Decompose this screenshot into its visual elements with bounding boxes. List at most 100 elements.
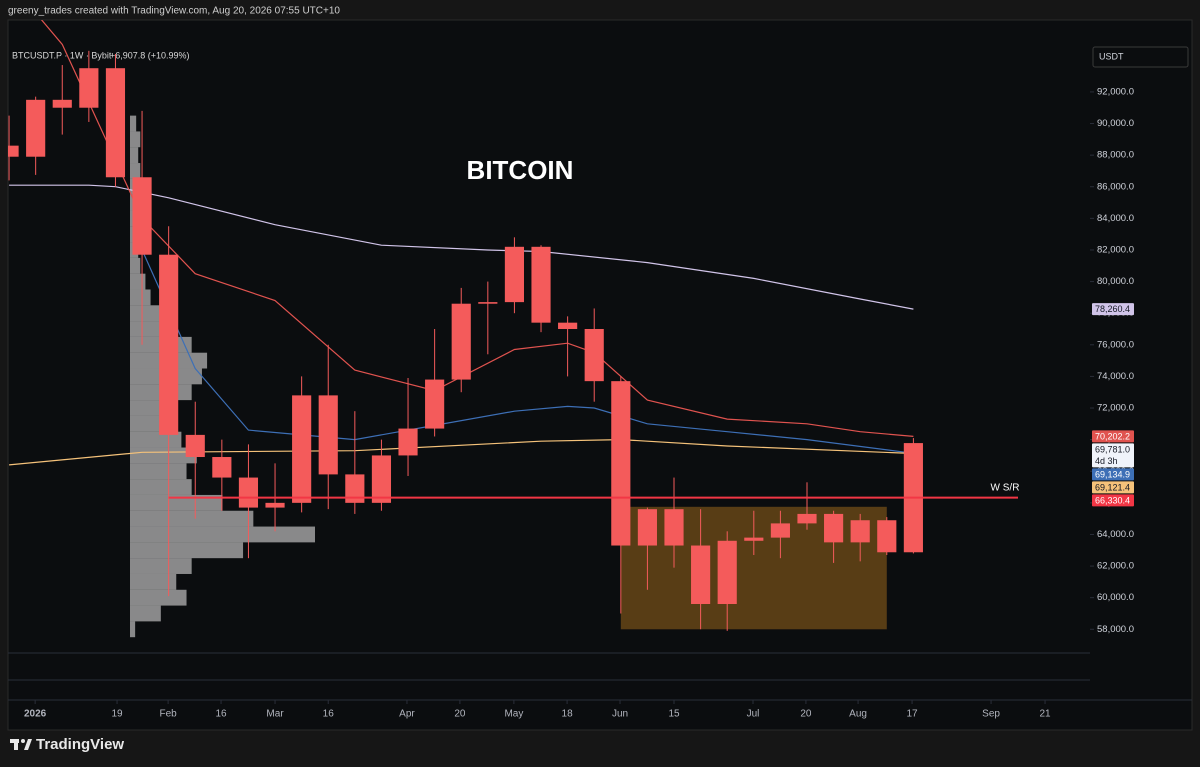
- logo-shape: [14, 739, 18, 750]
- volume-profile-bar: [130, 589, 187, 606]
- price-flag: [1092, 494, 1134, 507]
- y-tick-label: 84,000.0: [1097, 213, 1134, 224]
- volume-profile-bar: [130, 605, 161, 622]
- price-flag-label: 70,202.2: [1095, 431, 1130, 441]
- candle-body: [105, 68, 126, 178]
- y-tick-label: 62,000.0: [1097, 561, 1134, 572]
- x-tick-label: 17: [906, 709, 918, 720]
- candle-body: [744, 537, 764, 541]
- plot-area: [8, 20, 923, 638]
- candle-body: [425, 379, 445, 429]
- price-flag: [1092, 468, 1134, 481]
- countdown: 4d 3h: [1095, 456, 1118, 466]
- candle-body: [478, 302, 498, 304]
- x-tick-label: Feb: [160, 709, 178, 720]
- candle-body: [877, 520, 897, 553]
- candle-body: [584, 328, 604, 382]
- x-tick-label: Aug: [849, 709, 867, 720]
- brand: TradingView: [36, 736, 124, 753]
- x-tick-label: 18: [562, 709, 574, 720]
- y-tick-label: 82,000.0: [1097, 244, 1134, 255]
- volume-profile-bar: [130, 510, 254, 527]
- y-tick-label: 88,000.0: [1097, 150, 1134, 161]
- candle-body: [797, 513, 817, 524]
- candle-body: [398, 428, 418, 456]
- candle-body: [238, 477, 259, 508]
- candle-body: [664, 509, 684, 546]
- volume-profile-bar: [130, 558, 192, 574]
- price-flag-label: 78,260.4: [1095, 304, 1130, 314]
- volume-profile-bar: [130, 273, 146, 290]
- candle-body: [371, 455, 392, 503]
- candle-body: [52, 99, 72, 108]
- x-tick-label: 19: [111, 709, 123, 720]
- x-tick-label: Apr: [399, 709, 415, 720]
- y-tick-label: 76,000.0: [1097, 339, 1134, 350]
- candle-body: [265, 502, 285, 508]
- candle-body: [132, 177, 152, 255]
- candle-body: [292, 395, 312, 503]
- x-tick-label: Jun: [612, 709, 628, 720]
- volume-profile-bar: [130, 400, 166, 416]
- y-tick-label: 92,000.0: [1097, 86, 1134, 97]
- volume-profile-bar: [130, 573, 177, 590]
- candle-body: [850, 520, 870, 543]
- volume-profile-bar: [130, 131, 141, 148]
- price-flag: [1092, 481, 1134, 494]
- volume-profile-bar: [130, 621, 136, 638]
- brand-logo: TradingView: [10, 736, 124, 753]
- volume-profile-bar: [130, 163, 141, 179]
- candle-body: [26, 99, 46, 157]
- chart-title: BITCOIN: [467, 155, 574, 185]
- price-flag-label: 69,781.0: [1095, 444, 1130, 454]
- candle-body: [8, 145, 19, 157]
- y-tick-label: 80,000.0: [1097, 276, 1134, 287]
- candle-body: [717, 540, 737, 605]
- x-tick-label: 20: [800, 709, 812, 720]
- logo-shape: [24, 739, 32, 750]
- volume-profile-bar: [130, 542, 244, 559]
- price-flag-label: 69,134.9: [1095, 469, 1130, 479]
- currency[interactable]: USDT: [1099, 51, 1124, 61]
- volume-profile-bar: [130, 115, 137, 132]
- x-tick-label: Sep: [982, 709, 1000, 720]
- candle-body: [531, 246, 551, 323]
- x-tick-label: 2026: [24, 709, 47, 720]
- candle-body: [185, 434, 205, 458]
- change: +6,907.8 (+10.99%): [110, 50, 190, 60]
- candle-body: [691, 545, 711, 605]
- x-tick-label: 20: [454, 709, 466, 720]
- logo-shape: [21, 739, 25, 743]
- y-tick-label: 74,000.0: [1097, 371, 1134, 382]
- y-tick-label: 60,000.0: [1097, 592, 1134, 603]
- candle-body: [212, 457, 232, 478]
- x-tick-label: 21: [1039, 709, 1051, 720]
- candle-body: [345, 474, 365, 503]
- volume-profile-bar: [130, 289, 151, 306]
- candle-body: [770, 523, 790, 538]
- candle-body: [637, 509, 657, 546]
- x-tick-label: May: [504, 709, 523, 720]
- candle-body: [318, 395, 338, 475]
- level-name: W S/R: [991, 482, 1020, 493]
- indicator-line: [141, 249, 914, 454]
- candle-body: [159, 254, 179, 435]
- symbol: BTCUSDT.P · 1W · Bybit: [12, 50, 112, 60]
- volume-profile-bar: [130, 494, 223, 511]
- volume-profile-bar: [130, 463, 187, 480]
- volume-profile-bar: [130, 526, 315, 543]
- x-tick-label: 15: [668, 709, 680, 720]
- candle-body: [79, 68, 99, 108]
- credit: greeny_trades created with TradingView.c…: [8, 6, 340, 17]
- currency-box[interactable]: [1092, 46, 1189, 68]
- price-flag-label: 69,121.4: [1095, 482, 1130, 492]
- candle-body: [824, 513, 844, 543]
- volume-profile-bar: [130, 147, 139, 164]
- x-tick-label: 16: [215, 709, 227, 720]
- volume-profile-bar: [130, 257, 141, 274]
- x-tick-label: Mar: [266, 709, 284, 720]
- price-flag: [1092, 430, 1134, 443]
- candle-body: [558, 322, 578, 329]
